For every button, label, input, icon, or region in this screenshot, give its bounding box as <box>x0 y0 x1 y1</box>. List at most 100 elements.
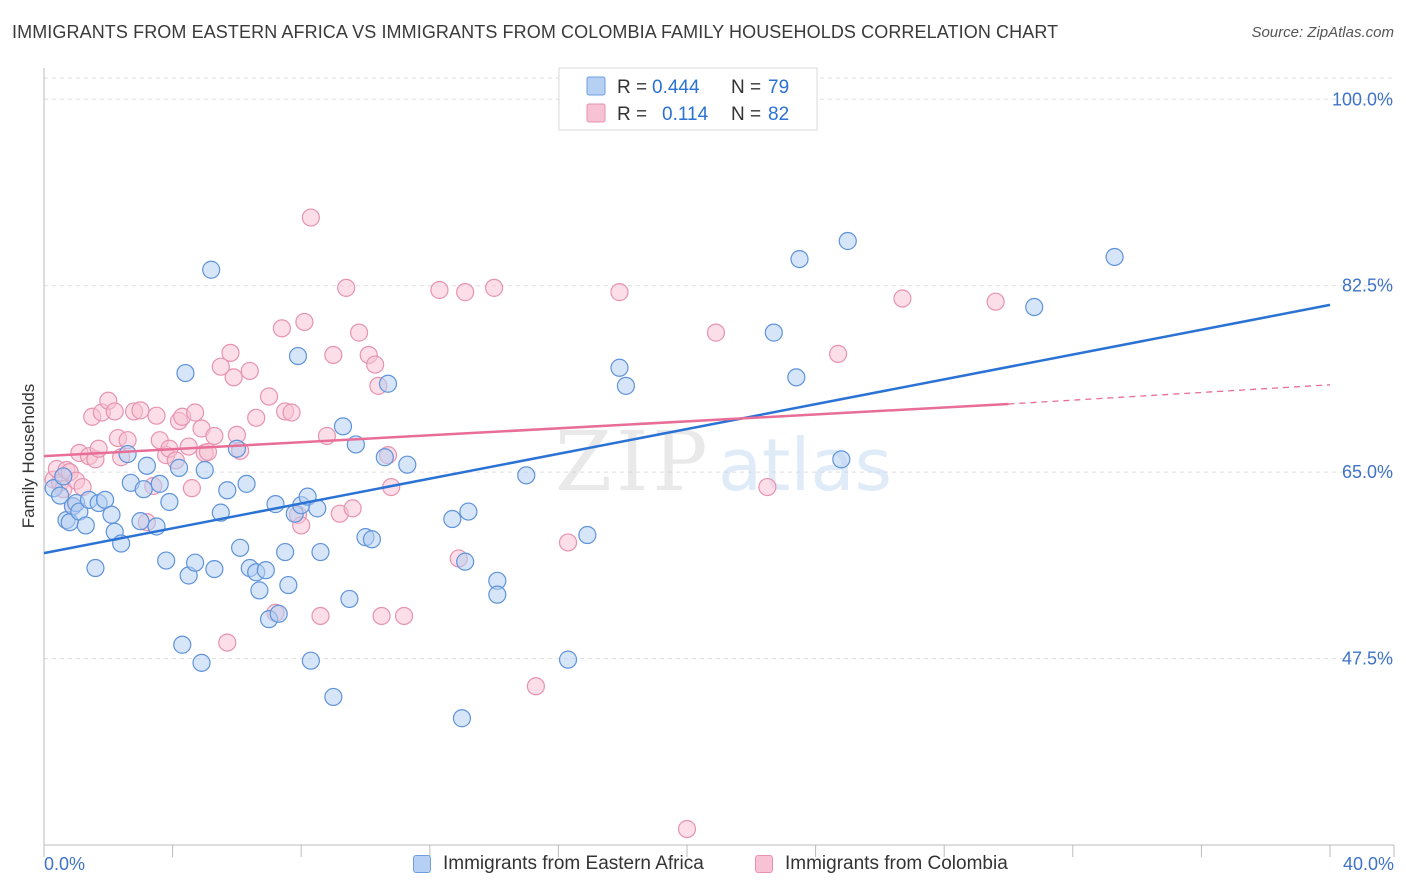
series-eastern-africa-points <box>44 231 1124 728</box>
eastern-africa-point <box>131 512 150 531</box>
colombia-point <box>372 606 391 626</box>
colombia-point <box>677 819 697 839</box>
eastern-africa-point <box>787 368 806 387</box>
eastern-africa-point <box>517 466 536 485</box>
y-tick-label: 82.5% <box>1342 276 1393 296</box>
eastern-africa-point <box>195 460 214 480</box>
eastern-africa-point <box>205 559 224 579</box>
eastern-africa-point <box>227 439 246 458</box>
watermark-atlas: atlas <box>718 423 892 507</box>
legend-n-label-pink: N = <box>731 104 761 125</box>
colombia-point <box>131 401 150 420</box>
colombia-point <box>829 344 848 364</box>
colombia-point <box>240 361 259 381</box>
legend-n-label-blue: N = <box>731 77 761 98</box>
colombia-point <box>758 477 777 497</box>
colombia-point <box>324 345 343 365</box>
colombia-point <box>558 533 578 552</box>
colombia-point <box>301 208 320 227</box>
eastern-africa-point <box>288 346 308 366</box>
bottom-legend-label-eastern-africa: Immigrants from Eastern Africa <box>443 853 704 874</box>
legend-r-label-pink: R = <box>617 104 647 125</box>
colombia-point <box>366 355 385 374</box>
eastern-africa-point <box>1025 297 1044 317</box>
colombia-point <box>610 283 629 302</box>
colombia-point <box>259 387 279 406</box>
legend: R = 0.444 N = 79 R = 0.114 N = 82 <box>558 67 818 131</box>
eastern-africa-point <box>340 589 359 609</box>
eastern-africa-point <box>102 505 121 524</box>
y-tick-label: 100.0% <box>1332 89 1393 109</box>
legend-r-value-pink: 0.114 <box>662 104 709 125</box>
colombia-point <box>105 402 124 421</box>
eastern-africa-point <box>54 467 73 486</box>
eastern-africa-point <box>231 538 250 557</box>
eastern-africa-point <box>398 455 417 474</box>
eastern-africa-point <box>838 231 857 251</box>
y-tick-label: 65.0% <box>1342 462 1393 482</box>
eastern-africa-point <box>311 542 330 562</box>
legend-r-label-blue: R = <box>617 77 647 98</box>
colombia-point <box>893 289 912 308</box>
eastern-africa-point <box>150 474 169 493</box>
eastern-africa-point <box>157 551 176 570</box>
colombia-trend-line <box>43 402 1009 458</box>
colombia-point <box>430 280 449 300</box>
x-tick-label-max: 40.0% <box>1343 854 1394 874</box>
colombia-point <box>485 278 504 297</box>
eastern-africa-point <box>443 509 462 529</box>
colombia-point <box>272 319 292 338</box>
eastern-africa-point <box>378 374 398 393</box>
y-axis-label: Family Households <box>19 384 38 529</box>
eastern-africa-point <box>134 480 153 499</box>
eastern-africa-point <box>256 561 275 580</box>
eastern-africa-point <box>176 363 195 383</box>
eastern-africa-point <box>173 635 192 654</box>
eastern-africa-point <box>250 581 269 600</box>
eastern-africa-point <box>76 516 95 535</box>
colombia-point <box>224 368 243 387</box>
trend-lines <box>43 303 1331 555</box>
x-tick-label-min: 0.0% <box>44 854 85 874</box>
chart-title: IMMIGRANTS FROM EASTERN AFRICA VS IMMIGR… <box>12 22 1059 42</box>
eastern-africa-point <box>237 474 256 493</box>
eastern-africa-point <box>832 450 851 469</box>
series-colombia-points <box>44 208 1005 839</box>
colombia-point <box>282 403 301 422</box>
eastern-africa-point <box>610 358 629 377</box>
colombia-trend-extension <box>1008 384 1331 405</box>
eastern-africa-point <box>578 525 597 545</box>
colombia-point <box>182 479 201 498</box>
legend-n-value-blue: 79 <box>768 77 789 98</box>
eastern-africa-point <box>764 323 783 342</box>
eastern-africa-point <box>160 492 179 512</box>
colombia-point <box>311 606 330 626</box>
eastern-africa-point <box>324 687 343 707</box>
eastern-africa-point <box>169 458 189 477</box>
colombia-point <box>394 606 414 626</box>
colombia-point <box>337 278 356 297</box>
eastern-africa-point <box>488 585 507 604</box>
eastern-africa-point <box>137 456 156 475</box>
eastern-africa-point <box>186 553 205 572</box>
eastern-africa-trend-line <box>43 303 1331 555</box>
colombia-point <box>218 633 237 652</box>
bottom-legend-swatch-pink <box>755 855 773 873</box>
eastern-africa-point <box>279 575 298 595</box>
eastern-africa-point <box>218 481 237 500</box>
eastern-africa-point <box>86 558 105 578</box>
colombia-point <box>343 499 362 518</box>
colombia-point <box>986 292 1005 311</box>
colombia-point <box>295 312 314 332</box>
eastern-africa-point <box>301 651 320 670</box>
eastern-africa-point <box>211 503 230 522</box>
colombia-point <box>179 437 198 456</box>
y-tick-labels: 47.5% 65.0% 82.5% 100.0% <box>1332 89 1393 668</box>
eastern-africa-point <box>276 542 295 562</box>
bottom-legend-item-eastern-africa: Immigrants from Eastern Africa <box>413 852 704 876</box>
legend-r-value-blue: 0.444 <box>652 77 700 98</box>
eastern-africa-point <box>269 604 288 623</box>
eastern-africa-point <box>375 448 394 467</box>
colombia-point <box>706 323 726 342</box>
